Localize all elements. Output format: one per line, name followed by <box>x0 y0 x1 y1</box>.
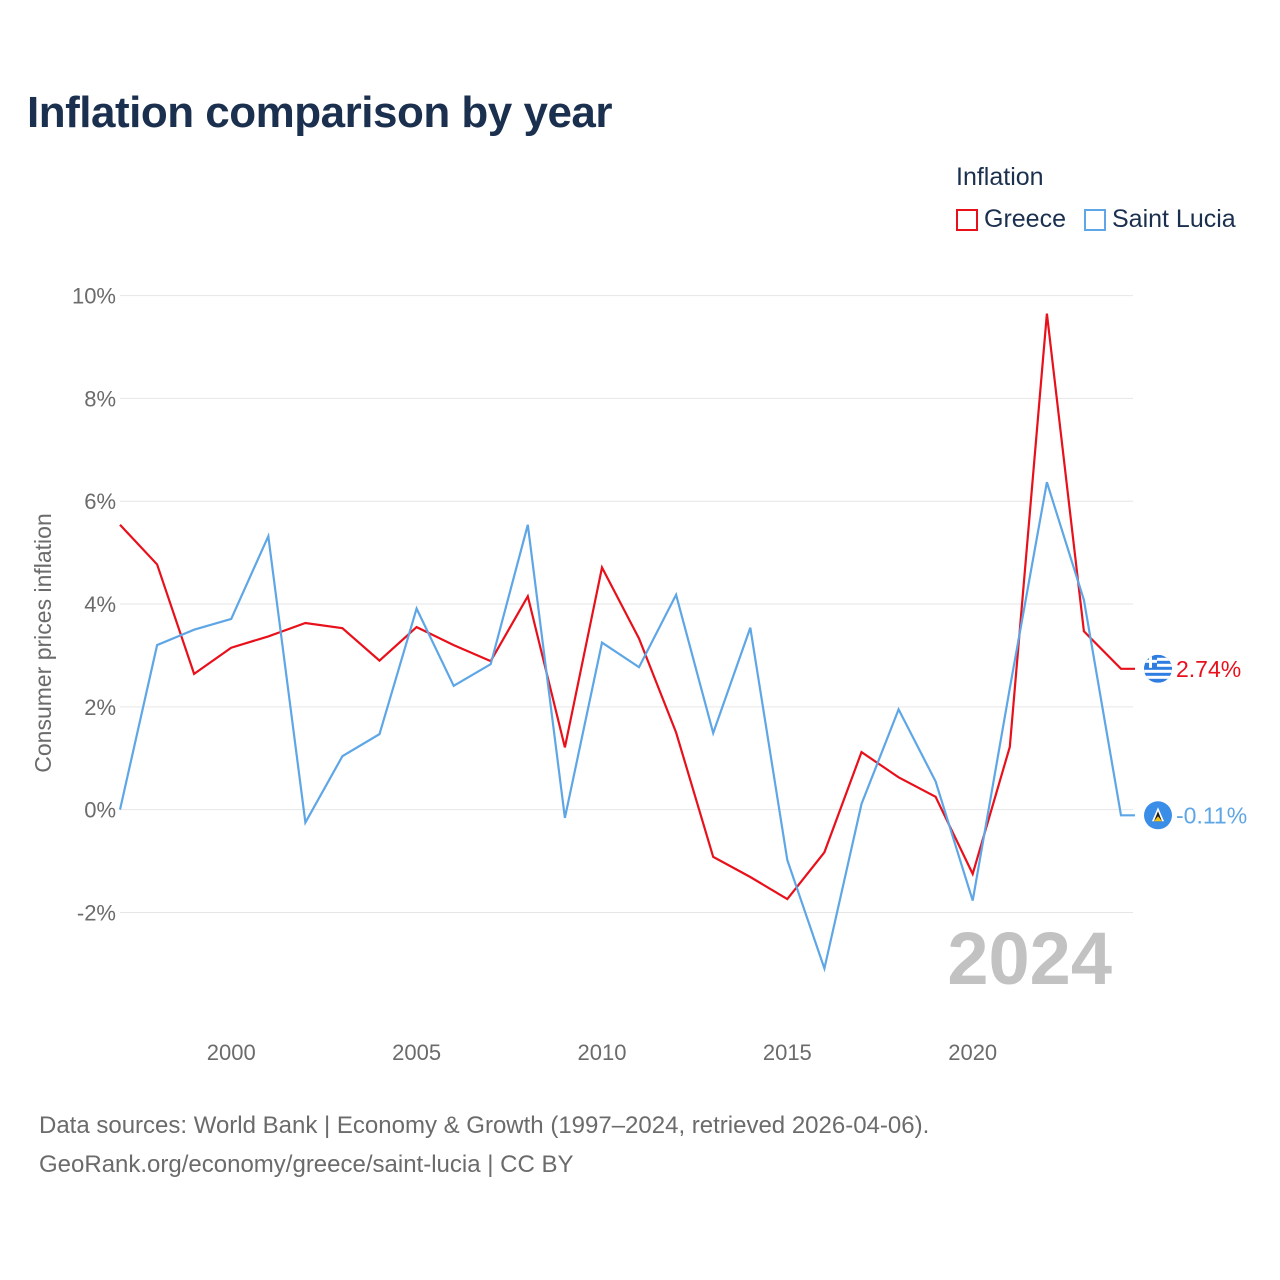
series-lines <box>118 313 1135 973</box>
y-tick-label: 2% <box>84 695 116 720</box>
y-axis-ticks: 10% 8% 6% 4% 2% 0% -2% <box>72 284 116 926</box>
saint-lucia-flag-icon <box>1144 801 1172 830</box>
legend-item-saint-lucia[interactable]: Saint Lucia <box>1083 205 1236 234</box>
greece-end-label: 2.74% <box>1176 656 1241 682</box>
x-tick-label: 2000 <box>207 1040 256 1065</box>
greece-flag-icon <box>1144 654 1172 683</box>
x-axis-ticks: 2000 2005 2010 2015 2020 <box>207 1040 997 1065</box>
legend-item-greece[interactable]: Greece <box>956 205 1066 234</box>
legend-label-saint-lucia: Saint Lucia <box>1111 205 1236 233</box>
x-tick-label: 2015 <box>763 1040 812 1065</box>
saint-lucia-end-label: -0.11% <box>1176 802 1247 828</box>
x-tick-label: 2005 <box>392 1040 441 1065</box>
legend-label-greece: Greece <box>984 205 1066 233</box>
legend-title: Inflation <box>956 163 1044 191</box>
y-axis-label: Consumer prices inflation <box>30 513 56 773</box>
legend: Greece Saint Lucia <box>956 205 1236 234</box>
y-tick-label: 8% <box>84 386 116 411</box>
y-tick-label: 10% <box>72 284 116 309</box>
chart-title: Inflation comparison by year <box>27 88 613 137</box>
footer: Data sources: World Bank | Economy & Gro… <box>39 1106 929 1184</box>
source-link[interactable]: GeoRank.org/economy/greece/saint-lucia |… <box>39 1151 574 1178</box>
legend-swatch-greece <box>956 208 978 231</box>
x-tick-label: 2010 <box>577 1040 626 1065</box>
legend-swatch-saint-lucia <box>1083 208 1106 231</box>
y-tick-label: 4% <box>84 592 116 617</box>
y-tick-label: -2% <box>77 900 116 925</box>
data-source-text: Data sources: World Bank | Economy & Gro… <box>39 1112 930 1139</box>
series-line-greece <box>119 313 1135 901</box>
y-tick-label: 0% <box>84 798 116 823</box>
series-line-saint-lucia <box>118 481 1135 973</box>
grid-lines <box>120 295 1133 913</box>
x-tick-label: 2020 <box>948 1040 997 1065</box>
y-tick-label: 6% <box>84 489 116 514</box>
end-markers: 2.74% -0.11% <box>1144 654 1247 830</box>
year-watermark: 2024 <box>947 917 1112 1000</box>
